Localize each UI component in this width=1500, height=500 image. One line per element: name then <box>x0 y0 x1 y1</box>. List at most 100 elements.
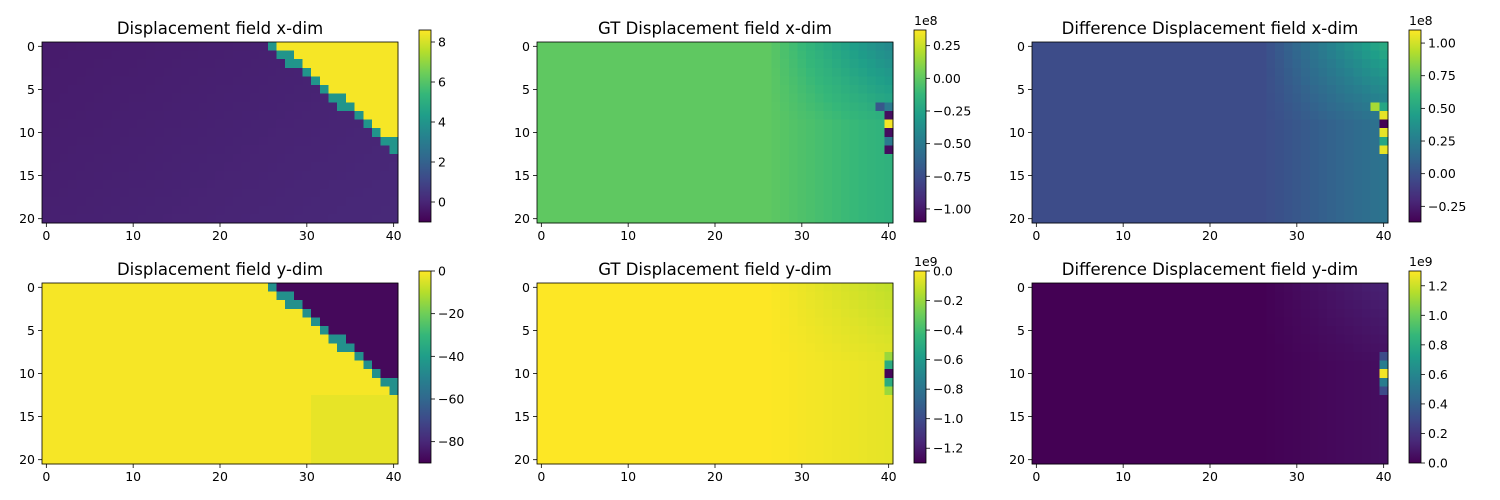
heatmap-cell <box>719 67 729 77</box>
heatmap-cell <box>250 42 260 52</box>
heatmap-cell <box>589 42 599 52</box>
heatmap-cell <box>823 420 833 431</box>
heatmap-cell <box>632 334 642 344</box>
heatmap-cell <box>745 420 755 431</box>
heatmap-cell <box>1188 59 1198 69</box>
heatmap-cell <box>667 50 677 60</box>
heatmap-cell <box>1110 334 1120 344</box>
heatmap-cell <box>1127 377 1137 387</box>
heatmap-cell <box>745 85 755 95</box>
heatmap-cell <box>858 377 868 387</box>
heatmap-cell <box>736 110 746 121</box>
heatmap-cell <box>545 85 555 95</box>
heatmap-cell <box>832 154 842 164</box>
heatmap-cell <box>1327 377 1337 387</box>
heatmap-cell <box>154 197 165 207</box>
heatmap-cell <box>701 128 712 138</box>
heatmap-cell <box>875 136 885 146</box>
heatmap-cell <box>189 420 199 431</box>
heatmap-cell <box>1318 317 1328 327</box>
heatmap-cell <box>1344 326 1354 336</box>
heatmap-cell <box>1153 50 1163 60</box>
heatmap-cell <box>42 102 52 112</box>
heatmap-cell <box>623 446 634 456</box>
heatmap-cell <box>233 429 243 439</box>
heatmap-cell <box>1188 300 1198 310</box>
heatmap-cell <box>233 145 243 155</box>
heatmap-cell <box>771 214 781 224</box>
heatmap-cell <box>658 50 668 60</box>
heatmap-cell <box>189 395 199 405</box>
y-tick-label: 20 <box>1009 211 1025 226</box>
heatmap-cell <box>267 283 277 293</box>
heatmap-cell <box>1283 145 1293 155</box>
heatmap-cell <box>615 308 625 318</box>
heatmap-cell <box>719 283 729 293</box>
heatmap-cell <box>137 360 147 370</box>
heatmap-cell <box>710 93 720 103</box>
heatmap-cell <box>641 145 651 155</box>
heatmap-cell <box>832 179 842 190</box>
heatmap-cell <box>1370 128 1380 138</box>
heatmap-cell <box>1084 93 1094 103</box>
heatmap-cell <box>42 395 52 405</box>
heatmap-cell <box>1223 179 1233 190</box>
heatmap-cell <box>884 455 894 465</box>
heatmap-cell <box>1101 110 1111 121</box>
heatmap-cell <box>788 412 798 422</box>
heatmap-cell <box>589 136 599 146</box>
heatmap-cell <box>1066 102 1076 112</box>
heatmap-cell <box>293 110 303 121</box>
heatmap-cell <box>276 145 286 155</box>
heatmap-cell <box>1179 326 1189 336</box>
heatmap-cell <box>250 403 260 413</box>
heatmap-cell <box>1058 343 1068 353</box>
heatmap-cell <box>771 377 781 387</box>
heatmap-cell <box>719 179 729 190</box>
heatmap-cell <box>728 119 738 129</box>
heatmap-cell <box>658 377 668 387</box>
heatmap-cell <box>111 171 121 181</box>
heatmap-cell <box>380 102 390 112</box>
heatmap-cell <box>128 377 139 387</box>
heatmap-cell <box>780 102 790 112</box>
heatmap-cell <box>68 76 78 86</box>
heatmap-cell <box>120 128 130 138</box>
heatmap-cell <box>832 326 842 336</box>
heatmap-cells <box>42 283 399 465</box>
x-tick-label: 0 <box>537 469 545 484</box>
heatmap-cell <box>658 197 668 207</box>
heatmap-cell <box>797 205 807 215</box>
heatmap-cell <box>840 369 851 379</box>
heatmap-cell <box>875 162 885 172</box>
heatmap-cell <box>797 76 807 86</box>
y-tick-label: 15 <box>1009 168 1025 183</box>
heatmap-cell <box>311 110 321 121</box>
heatmap-cell <box>693 446 703 456</box>
heatmap-cell <box>380 93 390 103</box>
heatmap-cell <box>849 300 859 310</box>
heatmap-cell <box>94 369 104 379</box>
heatmap-cell <box>328 369 338 379</box>
heatmap-cell <box>667 59 677 69</box>
heatmap-cell <box>866 110 877 121</box>
heatmap-cell <box>866 102 877 112</box>
heatmap-cell <box>250 102 260 112</box>
heatmap-cell <box>1153 308 1163 318</box>
heatmap-cell <box>623 154 634 164</box>
heatmap-cell <box>1223 42 1233 52</box>
heatmap-cell <box>1257 308 1267 318</box>
heatmap-cell <box>50 85 60 95</box>
heatmap-cell <box>1379 179 1389 190</box>
heatmap-cell <box>1188 283 1198 293</box>
heatmap-cell <box>1049 351 1059 362</box>
heatmap-cell <box>111 455 121 465</box>
heatmap-cell <box>1283 343 1293 353</box>
heatmap-cell <box>1153 59 1163 69</box>
heatmap-cell <box>754 214 764 224</box>
heatmap-cell <box>814 334 825 344</box>
heatmap-cell <box>606 93 616 103</box>
heatmap-cell <box>1223 171 1233 181</box>
heatmap-cell <box>1257 179 1267 190</box>
heatmap-cell <box>780 76 790 86</box>
